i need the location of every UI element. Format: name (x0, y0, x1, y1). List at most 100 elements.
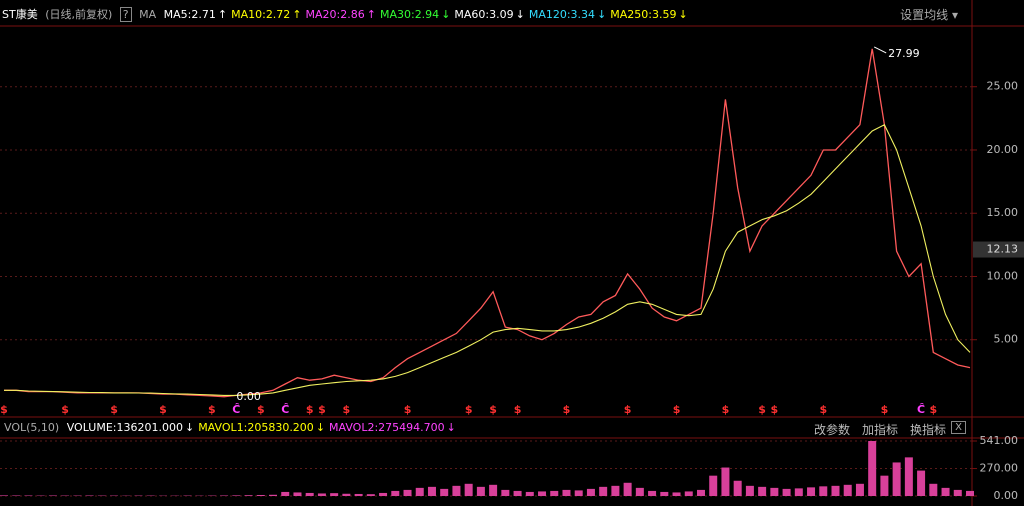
tool-button[interactable]: 换指标 (909, 423, 946, 437)
volume-bar (330, 493, 339, 497)
volume-bar (342, 493, 351, 497)
volume-header: VOL(5,10) VOLUME:136201.000 ↓ MAVOL1:20583… (0, 421, 1024, 437)
volume-bar (599, 486, 608, 497)
volume-bar (831, 485, 840, 497)
volume-bar (892, 462, 901, 497)
signal: $ (110, 403, 118, 416)
volume-bar (269, 494, 278, 497)
volume-bar (85, 495, 94, 497)
volume-bar (819, 486, 828, 497)
volume-bar (562, 489, 571, 497)
volume-bar (904, 457, 913, 497)
volume-bar (354, 493, 363, 497)
volume-bar (293, 492, 302, 497)
signal: $ (404, 403, 412, 416)
buttons: 改参数 加指标 换指标 (806, 421, 950, 438)
y-tick-label: 25.00 (987, 80, 1019, 93)
volume-bar (807, 487, 816, 497)
volume-bar (48, 495, 57, 497)
signal: $ (758, 403, 766, 416)
legend-arrow: ↓ (446, 421, 456, 434)
ma-arrow: ↓ (441, 8, 451, 21)
volume-bar (648, 490, 657, 497)
tool-button[interactable]: 加指标 (861, 423, 898, 437)
volume-bar (868, 440, 877, 497)
volume-bar (709, 475, 718, 497)
price-line (4, 123, 971, 396)
volume-bar (733, 480, 742, 497)
volume-bar (366, 494, 375, 497)
high-pointer (873, 46, 887, 54)
volume-bar (782, 488, 791, 497)
volume-bar (721, 467, 730, 497)
volume-bar (574, 490, 583, 497)
volume-bar (745, 485, 754, 497)
price-line (4, 48, 971, 398)
ma-arrow: ↓ (678, 8, 688, 21)
volume-bar (256, 494, 265, 497)
volume-bar (220, 495, 229, 497)
signal: $ (61, 403, 69, 416)
volume-bar (880, 475, 889, 497)
volume-bar (770, 487, 779, 497)
y-tick-label: 10.00 (987, 269, 1019, 282)
last-price-box (973, 241, 1024, 258)
legend-arrow: ↓ (184, 421, 195, 434)
ma-label: MA5:2.71 (163, 8, 216, 21)
signal: Ĉ (917, 403, 925, 416)
legend-label: MAVOL1:205830.200 (198, 421, 314, 434)
volume-bar (305, 492, 314, 497)
signal: Ĉ (232, 403, 240, 416)
signal: $ (722, 403, 730, 416)
volume-bar (427, 486, 436, 497)
signal: $ (257, 403, 265, 416)
signal: $ (489, 403, 497, 416)
volume-bar (464, 483, 473, 497)
close-button[interactable]: X (951, 421, 966, 434)
help[interactable]: ? (119, 7, 132, 22)
high-label: 27.99 (888, 47, 920, 60)
signal: $ (159, 403, 167, 416)
volume-bar (24, 495, 33, 497)
y-tick-label: 20.00 (987, 143, 1019, 156)
signal: $ (0, 403, 8, 416)
volume-bar (966, 490, 974, 497)
volume-bar (611, 485, 620, 497)
volume-bar (489, 484, 498, 497)
signal: $ (563, 403, 571, 416)
volume-bar (635, 487, 644, 497)
y-tick-label: 5.00 (994, 333, 1019, 346)
volume-bar (403, 489, 412, 497)
signal: $ (465, 403, 473, 416)
settings-button[interactable]: 设置均线 ▾ (900, 8, 958, 22)
volume-bar (660, 491, 669, 497)
volume-bar (281, 491, 290, 497)
stock-name: ST康美 (2, 8, 38, 21)
signal: $ (881, 403, 889, 416)
tool-button[interactable]: 改参数 (813, 423, 850, 437)
ma-arrow: ↑ (366, 8, 376, 21)
legend-arrow: ↓ (315, 421, 326, 434)
volume-bar (538, 491, 547, 497)
signal: $ (514, 403, 522, 416)
signal: $ (343, 403, 351, 416)
volume-bar (696, 489, 705, 497)
volume-bar (513, 490, 522, 497)
volume-bar (953, 489, 962, 497)
ma-arrow: ↓ (515, 8, 525, 21)
volume-bar (244, 495, 253, 497)
ma-label: MA60:3.09 (454, 8, 514, 21)
ma-label: MA10:2.72 (231, 8, 291, 21)
header: ST康美 (日线,前复权) ? MA MA5:2.71 ↑ MA10:2.72 ↑ MA… (0, 6, 1024, 24)
signal: $ (306, 403, 314, 416)
ma-arrow: ↓ (597, 8, 607, 21)
volume-bar (415, 487, 424, 497)
y-tick-label: 270.00 (980, 462, 1019, 475)
volume-bar (794, 488, 803, 497)
ma-arrow: ↑ (292, 8, 302, 21)
low-label: 0.00 (236, 390, 260, 403)
volume-bar (758, 486, 767, 497)
volume-bar (317, 493, 326, 497)
